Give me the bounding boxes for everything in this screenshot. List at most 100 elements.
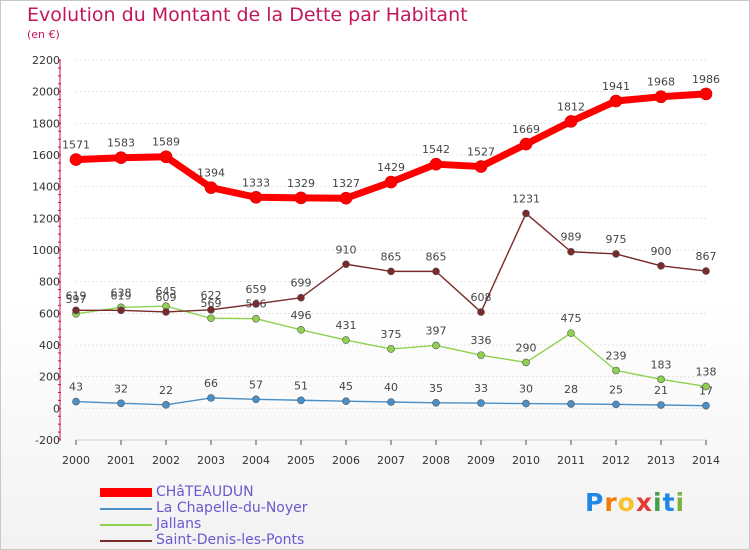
x-tick-label: 2004 (242, 454, 270, 467)
legend-label: CHâTEAUDUN (156, 484, 254, 500)
data-label: 1329 (287, 177, 315, 190)
data-label: 239 (606, 349, 627, 362)
data-label: 1583 (107, 137, 135, 150)
data-point (609, 94, 623, 108)
data-label: 865 (426, 250, 447, 263)
data-point (252, 314, 260, 323)
data-point (522, 209, 530, 218)
data-label: 865 (381, 250, 402, 263)
data-point (117, 306, 125, 315)
data-point (342, 397, 350, 406)
data-label: 43 (69, 381, 83, 394)
data-point (294, 191, 308, 205)
y-tick-label: 1000 (32, 244, 60, 257)
legend-swatch (100, 488, 152, 497)
data-point (657, 401, 665, 409)
data-point (69, 153, 83, 166)
data-point (384, 175, 398, 189)
data-label: 40 (384, 381, 398, 394)
data-point (429, 157, 443, 171)
data-point (207, 394, 215, 402)
data-label: 336 (471, 334, 492, 347)
data-label: 659 (246, 283, 267, 296)
y-tick-label: 600 (39, 307, 60, 320)
data-point (654, 90, 668, 104)
data-point (252, 395, 260, 404)
y-tick-label: -200 (35, 434, 60, 447)
x-tick-label: 2008 (422, 454, 450, 467)
legend-swatch (100, 524, 152, 526)
data-label: 638 (111, 286, 132, 299)
legend-item: La Chapelle-du-Noyer (100, 500, 360, 517)
data-point (432, 267, 440, 276)
data-point (702, 401, 710, 410)
data-label: 597 (66, 293, 87, 306)
data-point (522, 358, 530, 367)
data-label: 1527 (467, 146, 495, 159)
data-point (567, 247, 575, 256)
data-point (252, 300, 260, 308)
data-label: 1571 (62, 139, 90, 152)
legend-item: CHâTEAUDUN (100, 484, 360, 501)
y-tick-label: 2200 (32, 54, 60, 67)
data-label: 475 (561, 312, 582, 325)
y-tick-label: 800 (39, 276, 60, 289)
data-label: 1327 (332, 177, 360, 190)
data-label: 622 (201, 289, 222, 302)
y-tick-label: 1800 (32, 117, 60, 130)
data-point (432, 398, 440, 407)
data-label: 900 (651, 245, 672, 258)
data-label: 1941 (602, 80, 630, 93)
data-point (339, 191, 353, 205)
x-tick-label: 2010 (512, 454, 540, 467)
data-point (159, 150, 173, 164)
data-point (477, 351, 485, 359)
x-tick-label: 2012 (602, 454, 630, 467)
data-point (204, 181, 218, 194)
data-point (474, 160, 488, 173)
data-point (387, 267, 395, 276)
x-tick-label: 2011 (557, 454, 585, 467)
logo-letter: i (675, 488, 686, 517)
data-point (207, 306, 215, 314)
data-label: 1812 (557, 100, 585, 113)
data-label: 975 (606, 233, 627, 246)
data-point (297, 325, 305, 334)
data-point (207, 314, 215, 323)
data-point (567, 329, 575, 337)
data-label: 1986 (692, 73, 720, 86)
x-tick-label: 2005 (287, 454, 315, 467)
legend-label: La Chapelle-du-Noyer (156, 500, 308, 516)
data-label: 1589 (152, 136, 180, 149)
data-label: 1669 (512, 123, 540, 136)
data-label: 32 (114, 382, 128, 395)
data-point (72, 306, 80, 315)
data-point (342, 336, 350, 344)
chart-title: Evolution du Montant de la Dette par Hab… (27, 4, 468, 26)
data-point (387, 398, 395, 406)
y-tick-label: 2000 (32, 86, 60, 99)
data-point (564, 115, 578, 128)
legend-swatch (100, 508, 152, 510)
data-point (249, 190, 263, 204)
data-point (519, 137, 533, 151)
logo-letter: P (585, 488, 605, 517)
data-point (612, 250, 620, 258)
data-label: 25 (609, 383, 623, 396)
data-label: 609 (156, 291, 177, 304)
data-point (657, 375, 665, 384)
legend-item: Jallans (100, 516, 360, 533)
legend-label: Jallans (156, 516, 202, 532)
x-tick-label: 2013 (647, 454, 675, 467)
legend: CHâTEAUDUN La Chapelle-du-Noyer Jallans Sai… (100, 484, 360, 549)
data-point (117, 399, 125, 408)
legend-swatch (100, 540, 152, 542)
data-label: 57 (249, 378, 263, 391)
legend-label: Saint-Denis-les-Ponts (156, 532, 305, 548)
data-label: 21 (654, 384, 668, 397)
y-tick-label: 1600 (32, 149, 60, 162)
data-label: 989 (561, 231, 582, 244)
logo-letter: r (604, 488, 618, 517)
data-point (612, 400, 620, 409)
